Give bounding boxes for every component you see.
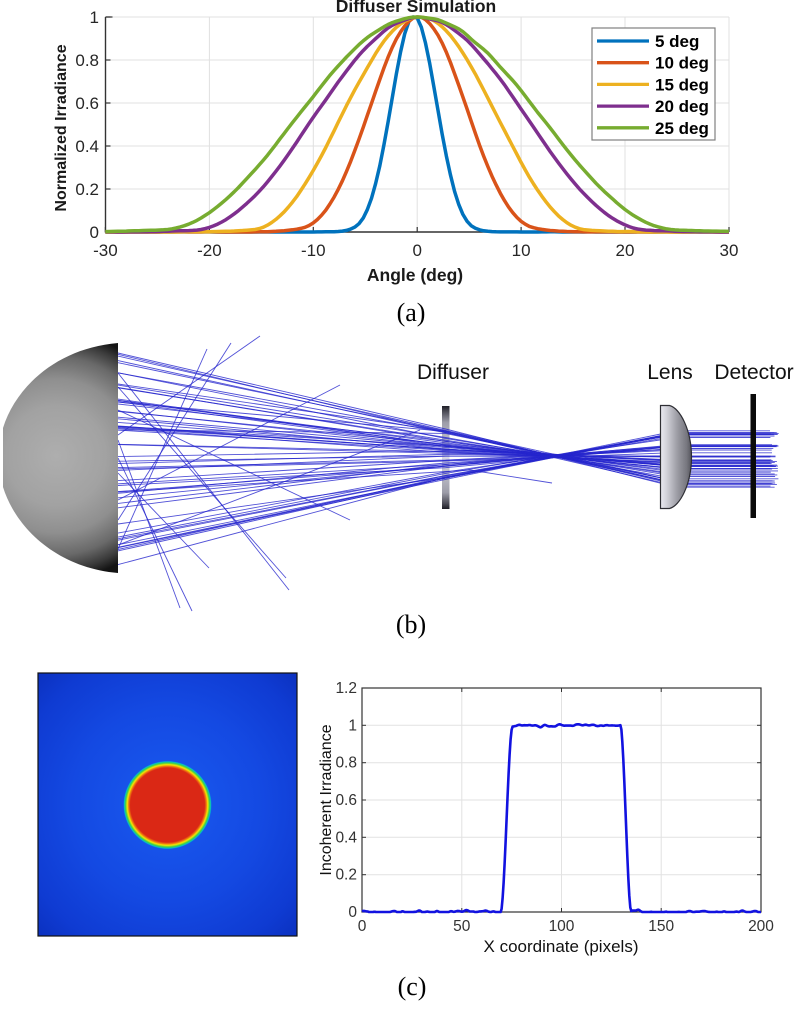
svg-text:0.8: 0.8 (335, 755, 357, 772)
svg-text:10: 10 (512, 241, 531, 260)
svg-text:0.2: 0.2 (335, 867, 357, 884)
svg-text:Normalized Irradiance: Normalized Irradiance (53, 44, 70, 211)
svg-text:Angle (deg): Angle (deg) (367, 265, 463, 285)
svg-text:-10: -10 (301, 241, 326, 260)
svg-text:0.6: 0.6 (75, 94, 99, 113)
svg-text:-30: -30 (93, 241, 118, 260)
svg-text:1.2: 1.2 (335, 680, 357, 697)
svg-text:Diffuser Simulation: Diffuser Simulation (336, 0, 496, 16)
svg-text:Diffuser: Diffuser (417, 361, 489, 384)
svg-text:30: 30 (720, 241, 739, 260)
svg-text:20 deg: 20 deg (655, 97, 709, 116)
svg-text:(c): (c) (398, 972, 427, 1001)
svg-text:50: 50 (453, 918, 471, 935)
svg-text:200: 200 (748, 918, 774, 935)
svg-text:0.4: 0.4 (75, 137, 99, 156)
svg-text:0.6: 0.6 (335, 792, 357, 809)
svg-text:150: 150 (648, 918, 674, 935)
svg-text:0.4: 0.4 (335, 829, 357, 846)
svg-text:0: 0 (358, 918, 367, 935)
svg-text:15 deg: 15 deg (655, 75, 709, 94)
svg-text:10 deg: 10 deg (655, 54, 709, 73)
svg-text:0.2: 0.2 (75, 180, 99, 199)
svg-text:Incoherent Irradiance: Incoherent Irradiance (318, 724, 335, 875)
svg-text:(b): (b) (396, 610, 426, 639)
svg-text:0.8: 0.8 (75, 51, 99, 70)
svg-text:X coordinate (pixels): X coordinate (pixels) (484, 937, 639, 956)
svg-text:0: 0 (348, 904, 357, 921)
svg-text:Detector: Detector (714, 361, 793, 384)
svg-text:0: 0 (412, 241, 421, 260)
svg-text:1: 1 (348, 717, 357, 734)
svg-text:25 deg: 25 deg (655, 119, 709, 138)
svg-text:20: 20 (616, 241, 635, 260)
svg-text:1: 1 (90, 8, 99, 27)
svg-text:(a): (a) (397, 298, 426, 327)
svg-text:-20: -20 (197, 241, 222, 260)
svg-text:0: 0 (90, 223, 99, 242)
svg-text:5 deg: 5 deg (655, 32, 699, 51)
svg-text:100: 100 (549, 918, 575, 935)
svg-text:Lens: Lens (647, 361, 693, 384)
